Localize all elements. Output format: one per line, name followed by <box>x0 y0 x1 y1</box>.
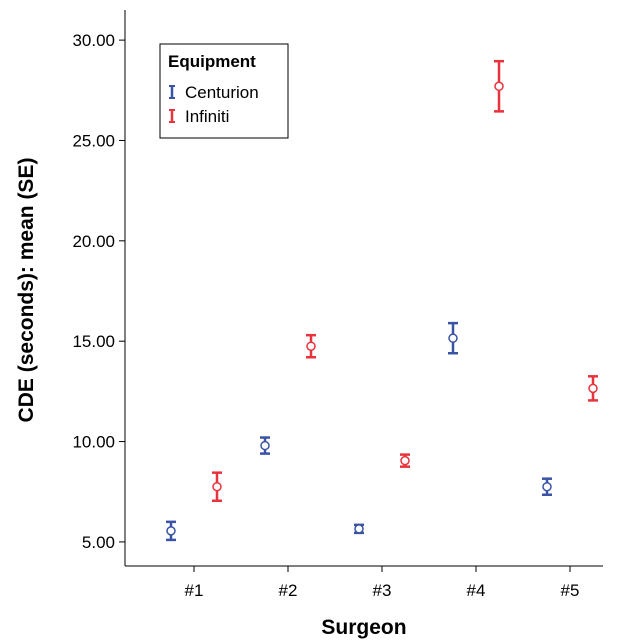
mean-marker-infiniti <box>400 455 410 466</box>
error-bar-centurion <box>354 523 364 535</box>
mean-marker-centurion <box>542 481 552 492</box>
mean-marker-centurion <box>260 440 270 451</box>
y-axis: 5.00 10.00 15.00 20.00 25.00 30.00 <box>72 10 126 566</box>
y-tick-label: 10.00 <box>72 433 115 452</box>
x-axis: #1 #2 #3 #4 #5 <box>125 565 603 600</box>
legend-item-infiniti: Infiniti <box>169 107 229 126</box>
plot-marks <box>166 59 598 542</box>
y-tick-label: 30.00 <box>72 31 115 50</box>
x-tick-label: #2 <box>279 581 298 600</box>
y-tick-label: 20.00 <box>72 232 115 251</box>
error-bar-infiniti <box>306 333 316 359</box>
legend-box <box>159 43 289 139</box>
legend: Equipment Centurion Infiniti <box>159 43 289 139</box>
x-tick-label: #1 <box>185 581 204 600</box>
mean-marker-infiniti <box>494 81 504 92</box>
legend-title: Equipment <box>168 52 256 71</box>
legend-label-centurion: Centurion <box>185 83 259 102</box>
legend-item-centurion: Centurion <box>169 83 259 102</box>
y-axis-title: CDE (seconds): mean (SE) <box>15 158 38 423</box>
error-bar-centurion <box>260 436 270 455</box>
x-tick-label: #3 <box>373 581 392 600</box>
mean-marker-infiniti <box>306 341 316 351</box>
legend-label-infiniti: Infiniti <box>185 107 229 126</box>
y-tick-label: 15.00 <box>72 332 115 351</box>
error-bar-infiniti <box>212 471 222 503</box>
error-bar-infiniti <box>588 375 598 402</box>
mean-marker-infiniti <box>212 481 222 492</box>
x-tick-label: #5 <box>561 581 580 600</box>
error-bar-infiniti <box>494 59 504 113</box>
error-bar-centurion <box>448 321 458 355</box>
error-bar-infiniti <box>400 453 410 468</box>
mean-marker-centurion <box>354 524 364 534</box>
error-bar-centurion <box>166 520 176 542</box>
y-tick-label: 25.00 <box>72 131 115 150</box>
x-axis-title: Surgeon <box>321 616 406 639</box>
mean-marker-centurion <box>166 526 176 536</box>
x-tick-label: #4 <box>467 581 486 600</box>
y-tick-label: 5.00 <box>82 533 115 552</box>
mean-marker-infiniti <box>588 383 598 394</box>
mean-marker-centurion <box>448 333 458 343</box>
error-bar-centurion <box>542 477 552 496</box>
